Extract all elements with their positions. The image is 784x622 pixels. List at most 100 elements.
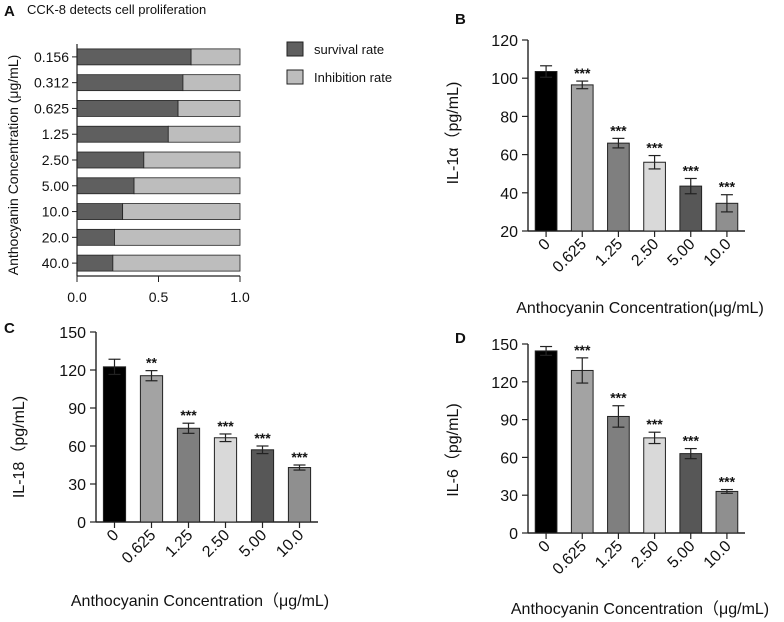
ytick-label-a-7: 20.0 xyxy=(42,229,69,245)
bar-survival-4 xyxy=(76,151,145,169)
panel-letter-d: D xyxy=(455,330,466,347)
ytick-label-d-0: 0 xyxy=(509,526,518,543)
bar-c-2 xyxy=(176,427,201,523)
bar-inhibition-4 xyxy=(143,151,241,169)
xtick-label-b-0: 0 xyxy=(536,236,554,254)
bar-d-1 xyxy=(570,369,594,534)
panel-d-ylabel: IL-6（pg/mL) xyxy=(444,403,462,496)
bar-d-2 xyxy=(607,415,630,534)
xtick-label-b-3: 2.50 xyxy=(628,236,662,270)
bar-inhibition-0 xyxy=(190,48,241,66)
bar-survival-8 xyxy=(76,254,114,272)
bar-d-0 xyxy=(534,350,558,534)
bar-c-5 xyxy=(287,467,312,523)
ytick-label-c-0: 0 xyxy=(77,515,86,532)
xtick-label-a-1: 0.5 xyxy=(149,289,169,305)
bar-d-4 xyxy=(679,453,703,534)
xtick-label-c-5: 10.0 xyxy=(273,527,307,561)
significance-b-1: *** xyxy=(574,65,591,81)
ytick-label-a-1: 0.312 xyxy=(34,75,69,91)
panel-b-plot: 20 40 60 80 100 120 0 *** 0.625 *** 1.25 *** 2.50 ***… xyxy=(491,33,745,276)
bar-c-4 xyxy=(250,449,275,523)
bar-survival-0 xyxy=(76,48,192,66)
ytick-label-c-1: 30 xyxy=(68,477,86,494)
xtick-label-c-3: 2.50 xyxy=(199,527,233,561)
ytick-label-a-3: 1.25 xyxy=(42,126,69,142)
bar-survival-1 xyxy=(76,74,184,92)
significance-d-4: *** xyxy=(683,433,700,449)
bar-survival-3 xyxy=(76,125,169,143)
bar-b-3 xyxy=(643,161,666,232)
xtick-label-a-0: 0.0 xyxy=(67,289,87,305)
bar-inhibition-7 xyxy=(114,228,241,246)
bar-survival-2 xyxy=(76,100,179,117)
panel-a-ylabel: Anthocyanin Concentration (μg/mL) xyxy=(5,55,21,276)
xtick-label-c-4: 5.00 xyxy=(236,527,270,561)
significance-c-2: *** xyxy=(180,407,197,423)
significance-d-3: *** xyxy=(646,416,663,432)
bar-c-1 xyxy=(139,375,164,523)
panel-c-plot: 0 30 60 90 120 150 0 ** 0.625 *** 1.25 *** 2.50 *** 5.… xyxy=(59,325,318,567)
ytick-label-b-5: 120 xyxy=(491,33,518,50)
panel-c-xlabel: Anthocyanin Concentration（μg/mL) xyxy=(71,592,329,610)
bar-inhibition-1 xyxy=(182,74,241,92)
panel-letter-b: B xyxy=(455,11,466,28)
panel-b-xlabel: Anthocyanin Concentration(μg/mL) xyxy=(516,300,764,317)
xtick-label-a-2: 1.0 xyxy=(230,289,250,305)
ytick-label-c-4: 120 xyxy=(59,363,86,380)
ytick-label-b-4: 100 xyxy=(491,71,518,88)
xtick-label-c-2: 1.25 xyxy=(162,527,196,561)
ytick-label-c-2: 60 xyxy=(68,439,86,456)
bar-inhibition-3 xyxy=(167,125,241,143)
xtick-label-d-0: 0 xyxy=(536,538,554,556)
significance-c-3: *** xyxy=(217,418,234,434)
ytick-label-b-3: 80 xyxy=(500,109,518,126)
ytick-label-d-1: 30 xyxy=(500,488,518,505)
significance-d-5: *** xyxy=(719,474,736,490)
bar-d-3 xyxy=(643,437,666,534)
bar-inhibition-5 xyxy=(133,177,241,195)
panel-a-title: CCK-8 detects cell proliferation xyxy=(27,2,206,17)
bar-d-5 xyxy=(715,490,739,534)
ytick-label-b-2: 60 xyxy=(500,148,518,165)
bar-inhibition-2 xyxy=(177,100,241,117)
bar-c-3 xyxy=(213,437,238,523)
bar-inhibition-6 xyxy=(122,203,241,220)
panel-letter-a: A xyxy=(4,3,15,20)
ytick-label-d-3: 90 xyxy=(500,413,518,430)
xtick-label-d-2: 1.25 xyxy=(592,538,626,572)
xtick-label-d-3: 2.50 xyxy=(628,538,662,572)
bar-b-2 xyxy=(607,142,630,232)
significance-c-4: *** xyxy=(254,430,271,446)
panel-letter-c: C xyxy=(4,320,15,337)
ytick-label-a-4: 2.50 xyxy=(42,152,69,168)
xtick-label-c-0: 0 xyxy=(104,527,122,545)
bar-c-0 xyxy=(102,366,127,523)
significance-b-2: *** xyxy=(610,122,627,138)
significance-c-5: *** xyxy=(291,449,308,465)
ytick-label-a-8: 40.0 xyxy=(42,255,69,271)
xtick-label-b-5: 10.0 xyxy=(701,236,735,270)
ytick-label-a-5: 5.00 xyxy=(42,178,69,194)
panel-b-ylabel: IL-1α（pg/mL) xyxy=(444,82,462,185)
legend-swatch-survival xyxy=(286,41,304,57)
bar-inhibition-8 xyxy=(112,254,241,272)
bar-survival-6 xyxy=(76,203,124,220)
legend-label-survival: survival rate xyxy=(314,42,384,57)
legend-swatch-inhibition xyxy=(286,69,304,85)
bar-b-0 xyxy=(534,71,558,232)
significance-b-5: *** xyxy=(719,179,736,195)
ytick-label-c-3: 90 xyxy=(68,401,86,418)
bar-survival-5 xyxy=(76,177,135,195)
ytick-label-d-2: 60 xyxy=(500,450,518,467)
xtick-label-d-1: 0.625 xyxy=(550,538,590,578)
significance-d-2: *** xyxy=(610,390,627,406)
panel-d-plot: 0 30 60 90 120 150 0 *** 0.625 *** 1.25 *** 2.50 *** 5… xyxy=(491,337,745,578)
xtick-label-c-1: 0.625 xyxy=(119,527,159,567)
significance-b-3: *** xyxy=(646,140,663,156)
ytick-label-a-2: 0.625 xyxy=(34,100,69,116)
panel-c-ylabel: IL-18（pg/mL) xyxy=(10,396,28,498)
bar-b-1 xyxy=(570,84,594,232)
significance-b-4: *** xyxy=(683,162,700,178)
xtick-label-b-1: 0.625 xyxy=(550,236,590,276)
